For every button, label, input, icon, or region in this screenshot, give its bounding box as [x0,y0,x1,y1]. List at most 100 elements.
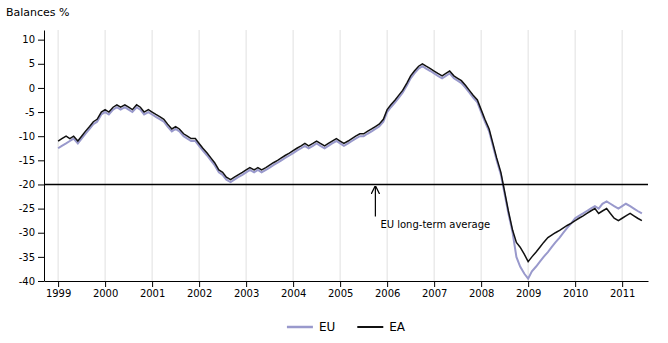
grid-line [199,30,200,281]
tick: 10 [22,34,44,45]
tick-label: 2002 [187,288,212,299]
tick-label: 2006 [375,288,400,299]
line [58,64,642,262]
tick-mark [38,64,44,65]
tick: -20 [19,179,44,190]
axis-line [44,31,45,282]
tick-label: 2005 [328,288,353,299]
line [58,66,642,278]
tick: 1999 [46,281,71,299]
tick-label: 0 [29,83,35,94]
grid-line [387,30,388,281]
tick-mark [434,281,435,287]
tick: 2002 [187,281,212,299]
tick: 2011 [610,281,635,299]
tick: 2006 [375,281,400,299]
tick-mark [246,281,247,287]
tick-mark [387,281,388,287]
annotation: EU long-term average [380,219,490,230]
grid-line [434,30,435,281]
legend-item: EU [287,320,335,334]
tick-mark [58,281,59,287]
tick: 2008 [469,281,494,299]
plot: 1999 2000 2001 2002 2003 2004 2005 2006 2007 2008… [19,30,649,299]
grid-line [152,30,153,281]
tick-mark [293,281,294,287]
grid-line [481,30,482,281]
tick-label: 10 [22,34,35,45]
tick-mark [528,281,529,287]
tick-label: -10 [19,131,35,142]
reference-line [44,184,648,186]
tick-mark [38,112,44,113]
tick-mark [38,136,44,137]
tick: 2003 [234,281,259,299]
tick-mark [199,281,200,287]
tick-label: 2003 [234,288,259,299]
tick-label: -15 [19,155,35,166]
tick-label: 2007 [422,288,447,299]
grid-line [340,30,341,281]
tick: 2000 [93,281,118,299]
legend-label: EA [389,320,406,334]
tick-label: 2004 [281,288,306,299]
tick-mark [38,88,44,89]
tick-mark [38,257,44,258]
tick-label: 2000 [93,288,118,299]
chart: 1999 2000 2001 2002 2003 2004 2005 2006 2007 2008… [0,0,668,343]
y-label: Balances % [6,6,70,19]
axis-line [45,281,649,282]
tick-mark [340,281,341,287]
tick: 2005 [328,281,353,299]
annotation-arrow [375,186,376,216]
tick-label: 2010 [563,288,588,299]
tick-mark [38,209,44,210]
tick-mark [481,281,482,287]
y-axis: 10 5 0 -5 -10 -15 -20 -25 -30 -35 -40 [19,31,45,287]
tick: 5 [29,58,44,69]
tick-label: -35 [19,252,35,263]
legend-label: EU [319,320,335,334]
tick-mark [38,160,44,161]
tick: 2001 [140,281,165,299]
tick-label: 2001 [140,288,165,299]
tick-label: -25 [19,203,35,214]
legend-swatch [357,326,383,328]
tick: -35 [19,252,44,263]
tick-label: -30 [19,227,35,238]
grid-line [575,30,576,281]
tick-mark [38,281,44,282]
legend-item: EA [357,320,406,334]
x-axis: 1999 2000 2001 2002 2003 2004 2005 2006 2007 2008… [45,281,649,299]
tick: 2009 [516,281,541,299]
tick: 2007 [422,281,447,299]
tick: 0 [29,83,44,94]
tick-label: 1999 [46,288,71,299]
tick: -25 [19,203,44,214]
legend: EU EA [287,320,406,334]
series-group [44,64,648,279]
tick: -15 [19,155,44,166]
tick: 2004 [281,281,306,299]
grid [58,30,622,281]
tick-label: -20 [19,179,35,190]
tick: -40 [19,276,44,287]
tick: -5 [25,107,44,118]
tick-label: 2008 [469,288,494,299]
tick-label: 2011 [610,288,635,299]
grid-line [58,30,59,281]
grid-line [293,30,294,281]
legend-swatch [287,326,313,329]
tick-mark [38,184,44,185]
tick: -30 [19,227,44,238]
tick: 2010 [563,281,588,299]
grid-line [622,30,623,281]
grid-line [105,30,106,281]
tick-label: -40 [19,276,35,287]
tick-label: 5 [29,58,35,69]
grid-line [528,30,529,281]
tick-mark [152,281,153,287]
tick-label: -5 [25,107,35,118]
tick-mark [38,233,44,234]
tick: -10 [19,131,44,142]
